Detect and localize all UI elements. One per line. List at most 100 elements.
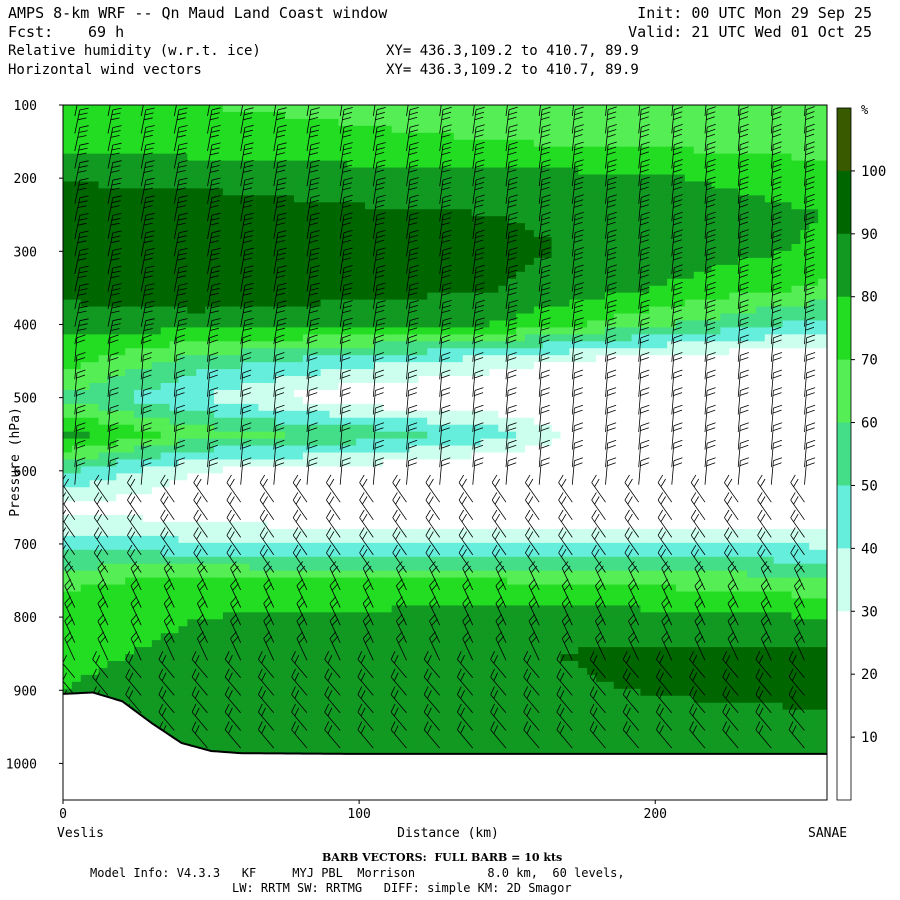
rh-cell <box>471 674 482 683</box>
rh-cell <box>214 320 224 328</box>
rh-cell <box>373 487 384 495</box>
rh-cell <box>151 556 162 565</box>
rh-cell <box>400 278 411 287</box>
rh-cell <box>222 320 233 328</box>
rh-cell <box>240 125 251 134</box>
rh-cell <box>489 459 499 467</box>
rh-cell <box>267 591 277 600</box>
rh-cell <box>498 244 508 252</box>
rh-cell <box>249 264 260 273</box>
rh-cell <box>116 556 126 565</box>
rh-cell <box>285 313 295 322</box>
rh-cell <box>125 535 135 544</box>
rh-cell <box>178 494 188 502</box>
rh-cell <box>293 125 304 134</box>
rh-cell <box>338 730 348 739</box>
rh-cell <box>285 709 295 718</box>
rh-cell <box>116 271 126 280</box>
rh-cell <box>214 577 224 586</box>
rh-cell <box>293 278 304 287</box>
rh-cell <box>231 410 242 419</box>
rh-cell <box>329 647 339 655</box>
rh-cell <box>205 216 215 224</box>
rh-cell <box>285 716 295 725</box>
rh-cell <box>222 167 233 176</box>
rh-cell <box>205 654 215 662</box>
rh-cell <box>285 348 295 356</box>
rh-cell <box>160 146 171 155</box>
rh-cell <box>427 383 437 391</box>
rh-cell <box>169 341 180 349</box>
rh-cell <box>329 244 339 252</box>
rh-cell <box>356 633 366 641</box>
rh-cell <box>453 535 464 544</box>
rh-cell <box>276 223 286 231</box>
rh-cell <box>302 306 313 315</box>
rh-cell <box>365 584 375 593</box>
rh-cell <box>71 501 82 509</box>
rh-cell <box>63 271 73 280</box>
rh-cell <box>276 403 286 412</box>
rh-cell <box>356 667 366 676</box>
rh-cell <box>89 118 100 127</box>
rh-cell <box>320 591 331 600</box>
rh-cell <box>231 383 242 391</box>
rh-cell <box>480 278 491 287</box>
rh-cell <box>382 396 393 405</box>
rh-cell <box>382 389 393 398</box>
rh-cell <box>125 355 135 363</box>
rh-cell <box>160 501 171 509</box>
rh-cell <box>169 334 180 342</box>
rh-cell <box>276 515 286 523</box>
rh-cell <box>445 299 455 308</box>
rh-cell <box>293 257 304 266</box>
rh-cell <box>320 744 331 752</box>
rh-cell <box>214 473 224 481</box>
rh-cell <box>471 125 482 134</box>
rh-cell <box>329 195 339 203</box>
rh-cell <box>462 146 473 155</box>
rh-cell <box>187 188 197 196</box>
rh-cell <box>160 118 171 127</box>
rh-cell <box>222 723 233 732</box>
rh-cell <box>338 153 348 162</box>
rh-cell <box>71 667 82 676</box>
rh-cell <box>418 146 428 155</box>
rh-cell <box>391 105 402 113</box>
rh-cell <box>222 348 233 356</box>
rh-cell <box>240 591 251 600</box>
rh-cell <box>436 654 446 662</box>
rh-cell <box>222 508 233 516</box>
rh-cell <box>382 410 393 419</box>
rh-cell <box>489 139 499 148</box>
rh-cell <box>134 494 144 502</box>
rh-cell <box>347 195 357 203</box>
rh-cell <box>258 633 268 641</box>
rh-cell <box>453 466 464 474</box>
rh-cell <box>107 396 117 405</box>
rh-cell <box>418 633 428 641</box>
app-title: AMPS 8-km WRF -- Qn Maud Land Coast wind… <box>8 4 388 22</box>
rh-cell <box>222 688 233 697</box>
rh-cell <box>249 257 260 266</box>
rh-cell <box>63 278 73 287</box>
rh-cell <box>373 619 384 627</box>
rh-cell <box>409 292 419 301</box>
rh-cell <box>471 716 482 725</box>
rh-cell <box>285 105 295 113</box>
rh-cell <box>142 105 153 113</box>
rh-cell <box>107 424 117 433</box>
rh-cell <box>80 383 91 391</box>
rh-cell <box>258 355 268 363</box>
rh-cell <box>98 125 109 134</box>
rh-cell <box>214 285 224 294</box>
rh-cell <box>400 702 411 711</box>
rh-cell <box>258 723 268 732</box>
rh-cell <box>382 230 393 238</box>
rh-cell <box>267 549 277 558</box>
rh-cell <box>196 111 206 120</box>
rh-cell <box>445 570 455 579</box>
rh-cell <box>373 299 384 308</box>
rh-cell <box>116 535 126 544</box>
rh-cell <box>373 577 384 586</box>
